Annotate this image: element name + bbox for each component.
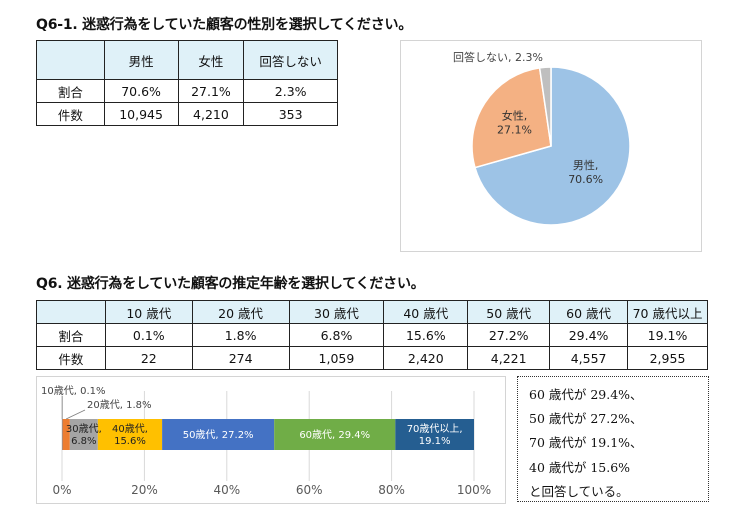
bar-callout-leader [65, 409, 86, 420]
bar-segment-label: 70歳代以上, [407, 423, 463, 435]
bar-callout-label: 20歳代, 1.8% [87, 399, 152, 411]
bar-segment [395, 419, 474, 450]
pie-slice [471, 66, 552, 169]
age-cell: 4,557 [549, 346, 629, 370]
age-table-corner [36, 300, 106, 324]
bar-segment [62, 419, 70, 450]
age-col-header: 60 歳代 [549, 300, 629, 324]
age-cell: 19.1% [627, 323, 708, 347]
age-cell: 6.8% [288, 323, 385, 347]
bar-segment [274, 419, 396, 450]
age-col-header: 70 歳代以上 [627, 300, 708, 324]
age-question-title: Q6. 迷惑行為をしていた顧客の推定年齢を選択してください。 [36, 276, 425, 292]
bar-x-tick-label: 40% [213, 483, 240, 497]
bar-callout-label: 10歳代, 0.1% [41, 385, 106, 397]
age-cell: 22 [104, 346, 193, 370]
age-row-label: 件数 [36, 346, 106, 370]
age-cell: 2,420 [383, 346, 469, 370]
gender-table-corner [36, 40, 105, 80]
gender-question-title: Q6-1. 迷惑行為をしていた顧客の性別を選択してください。 [36, 17, 413, 33]
bar-segment [162, 419, 275, 450]
gender-cell: 10,945 [103, 102, 179, 126]
pie-value-label: 70.6% [568, 173, 603, 186]
bar-segment-label: 50歳代, 27.2% [183, 429, 254, 441]
bar-segment-label: 40歳代, [112, 423, 148, 435]
bar-x-tick-label: 0% [52, 483, 71, 497]
age-cell: 4,221 [467, 346, 551, 370]
age-stacked-bar-chart: 0% 20% 40% 60% 80% 100% 10歳代, 0.1% 20歳代, 1.8% 30… [36, 376, 506, 504]
gender-col-header: 回答しない [243, 40, 338, 80]
age-cell: 1,059 [288, 346, 385, 370]
gender-cell: 353 [243, 102, 338, 126]
gender-pie-svg: 男性,70.6% 女性,27.1% 回答しない, 2.3% [453, 50, 631, 226]
note-line: 60 歳代が 29.4%、 [529, 387, 643, 402]
age-cell: 27.2% [467, 323, 551, 347]
note-line: 40 歳代が 15.6% [529, 459, 631, 475]
age-col-header: 50 歳代 [467, 300, 551, 324]
pie-label: 女性, [502, 108, 528, 122]
bar-segment [97, 419, 163, 450]
note-line: 50 歳代が 27.2%、 [529, 411, 643, 427]
age-cell: 0.1% [104, 323, 193, 347]
age-cell: 29.4% [549, 323, 629, 347]
gender-cell: 4,210 [177, 102, 245, 126]
bar-segment-value: 6.8% [71, 436, 96, 447]
note-line: 70 歳代が 19.1%、 [529, 435, 643, 451]
gender-row-label: 割合 [36, 79, 105, 103]
age-cell: 2,955 [627, 346, 708, 370]
bar-segment-label: 30歳代, [66, 423, 102, 435]
gender-cell: 70.6% [103, 79, 179, 103]
gender-row-label: 件数 [36, 102, 105, 126]
bar-segment-value: 15.6% [114, 436, 146, 447]
age-col-header: 10 歳代 [104, 300, 193, 324]
age-col-header: 20 歳代 [191, 300, 290, 324]
bar-segment [62, 419, 63, 450]
age-col-header: 40 歳代 [383, 300, 469, 324]
pie-value-label: 27.1% [497, 123, 532, 136]
bar-x-tick-label: 60% [296, 483, 323, 497]
bar-segment-value: 19.1% [419, 436, 451, 447]
pie-slice [474, 66, 631, 226]
bar-x-tick-label: 20% [131, 483, 158, 497]
age-row-label: 割合 [36, 323, 106, 347]
bar-x-tick-label: 100% [457, 483, 491, 497]
gender-cell: 27.1% [177, 79, 245, 103]
gender-cell: 2.3% [243, 79, 338, 103]
age-bar-svg: 0% 20% 40% 60% 80% 100% 10歳代, 0.1% 20歳代, 1.8% 30… [41, 385, 491, 497]
summary-note: 60 歳代が 29.4%、 50 歳代が 27.2%、 70 歳代が 19.1%… [517, 376, 709, 502]
pie-slice [538, 66, 552, 147]
bar-segment [69, 419, 98, 450]
pie-outside-label: 回答しない, 2.3% [453, 50, 543, 64]
gender-pie-chart: 男性, 70.6% 女性, 27.1% 回答しない, 2.3% [400, 40, 702, 252]
age-col-header: 30 歳代 [288, 300, 385, 324]
gender-table: 男性 女性 回答しない 割合 70.6% 27.1% 2.3% 件数 10,94… [36, 40, 338, 126]
note-line: と回答している。 [529, 483, 629, 499]
age-cell: 274 [191, 346, 290, 370]
age-cell: 1.8% [191, 323, 290, 347]
gender-col-header: 女性 [177, 40, 245, 80]
pie-label: 男性, [573, 158, 599, 172]
age-table: 10 歳代 20 歳代 30 歳代 40 歳代 50 歳代 60 歳代 70 歳… [36, 300, 708, 370]
bar-x-tick-label: 80% [378, 483, 405, 497]
gender-col-header: 男性 [103, 40, 179, 80]
age-cell: 15.6% [383, 323, 469, 347]
bar-segment-label: 60歳代, 29.4% [299, 429, 370, 441]
